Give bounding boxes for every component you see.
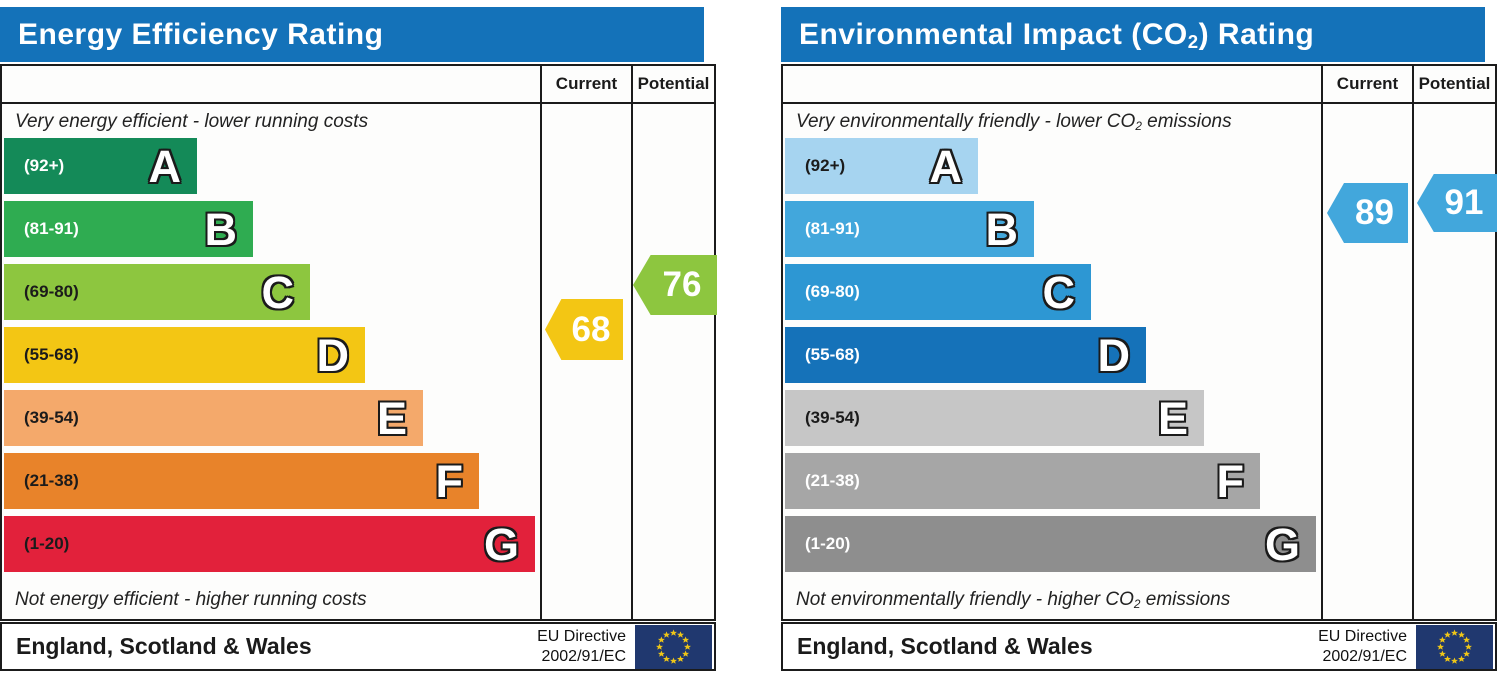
current-column-header: Current [1321, 66, 1412, 104]
rating-band-a: (92+) A [4, 138, 197, 194]
band-range-label: (55-68) [24, 345, 79, 364]
environmental-footer: England, Scotland & Wales EU Directive 2… [781, 622, 1497, 671]
band-range-label: (1-20) [805, 534, 851, 553]
rating-band-b: (81-91) B [785, 201, 1034, 257]
energy-panel-title: Energy Efficiency Rating [18, 17, 384, 51]
energy-footer: England, Scotland & Wales EU Directive 2… [0, 622, 716, 671]
band-range-label: (92+) [24, 156, 65, 175]
band-letter: E [376, 392, 407, 444]
rating-band-f: (21-38) F [785, 453, 1260, 509]
rating-bands: (92+) A (81-91) B (69-80) C (55-68) D (39-54… [785, 138, 1321, 572]
energy-efficiency-panel: Energy Efficiency Rating Current Potenti… [0, 0, 720, 675]
band-range-label: (81-91) [805, 219, 860, 238]
current-rating-value: 89 [1355, 193, 1394, 232]
band-range-label: (21-38) [24, 471, 79, 490]
environmental-panel-title: Environmental Impact (CO2) Rating [799, 17, 1315, 52]
potential-column [1412, 104, 1495, 619]
rating-band-e: (39-54) E [4, 390, 423, 446]
potential-column [631, 104, 714, 619]
rating-band-f: (21-38) F [4, 453, 479, 509]
bands-area: Very energy efficient - lower running co… [2, 104, 540, 619]
band-letter: C [261, 266, 295, 318]
eu-flag-icon [1416, 624, 1493, 669]
potential-rating-arrow: 76 [633, 255, 717, 315]
band-letter: F [435, 455, 464, 507]
header-blank-cell [783, 66, 1321, 104]
band-range-label: (69-80) [805, 282, 860, 301]
header-blank-cell [2, 66, 540, 104]
band-range-label: (92+) [805, 156, 846, 175]
rating-band-b: (81-91) B [4, 201, 253, 257]
current-column-header: Current [540, 66, 631, 104]
band-letter: G [1264, 518, 1300, 570]
rating-band-c: (69-80) C [785, 264, 1091, 320]
rating-band-g: (1-20) G [4, 516, 535, 572]
region-label: England, Scotland & Wales [797, 633, 1093, 659]
rating-band-c: (69-80) C [4, 264, 310, 320]
band-range-label: (55-68) [805, 345, 860, 364]
current-rating-arrow: 68 [545, 299, 623, 360]
band-range-label: (39-54) [24, 408, 79, 427]
band-range-label: (81-91) [24, 219, 79, 238]
current-rating-arrow: 89 [1327, 183, 1408, 243]
rating-bands: (92+) A (81-91) B (69-80) C (55-68) D (39-54… [4, 138, 540, 572]
eu-directive-label: EU Directive 2002/91/EC [1318, 627, 1407, 665]
top-caption: Very energy efficient - lower running co… [15, 111, 369, 132]
band-letter: D [316, 329, 350, 381]
bands-area: Very environmentally friendly - lower CO… [783, 104, 1321, 619]
bottom-caption: Not energy efficient - higher running co… [15, 589, 367, 610]
band-letter: C [1042, 266, 1076, 318]
potential-rating-value: 76 [662, 265, 702, 304]
current-rating-value: 68 [571, 309, 611, 349]
band-letter: B [204, 203, 238, 255]
band-letter: A [929, 140, 963, 192]
potential-rating-value: 91 [1444, 183, 1484, 222]
band-range-label: (21-38) [805, 471, 860, 490]
rating-band-e: (39-54) E [785, 390, 1204, 446]
environmental-title-bar: Environmental Impact (CO2) Rating [781, 7, 1485, 62]
region-label: England, Scotland & Wales [16, 633, 312, 659]
eu-flag-icon [635, 624, 712, 669]
rating-band-d: (55-68) D [4, 327, 365, 383]
band-range-label: (39-54) [805, 408, 860, 427]
rating-band-d: (55-68) D [785, 327, 1146, 383]
bottom-caption: Not environmentally friendly - higher CO… [796, 589, 1231, 611]
band-letter: F [1216, 455, 1245, 507]
energy-title-bar: Energy Efficiency Rating [0, 7, 704, 62]
eu-directive-label: EU Directive 2002/91/EC [537, 627, 626, 665]
potential-rating-arrow: 91 [1417, 174, 1497, 232]
potential-column-header: Potential [631, 66, 714, 104]
band-letter: A [148, 140, 182, 192]
band-letter: B [985, 203, 1019, 255]
top-caption: Very environmentally friendly - lower CO… [796, 111, 1232, 133]
environmental-impact-panel: Environmental Impact (CO2) Rating Curren… [781, 0, 1501, 675]
band-letter: D [1097, 329, 1131, 381]
rating-band-a: (92+) A [785, 138, 978, 194]
current-column [540, 104, 631, 619]
band-range-label: (1-20) [24, 534, 70, 553]
current-column [1321, 104, 1412, 619]
band-letter: G [483, 518, 519, 570]
band-range-label: (69-80) [24, 282, 79, 301]
energy-rating-table: Current Potential Very energy efficient … [0, 64, 717, 621]
potential-column-header: Potential [1412, 66, 1495, 104]
band-letter: E [1157, 392, 1188, 444]
environmental-rating-table: Current Potential Very environmentally f… [781, 64, 1497, 621]
rating-band-g: (1-20) G [785, 516, 1316, 572]
